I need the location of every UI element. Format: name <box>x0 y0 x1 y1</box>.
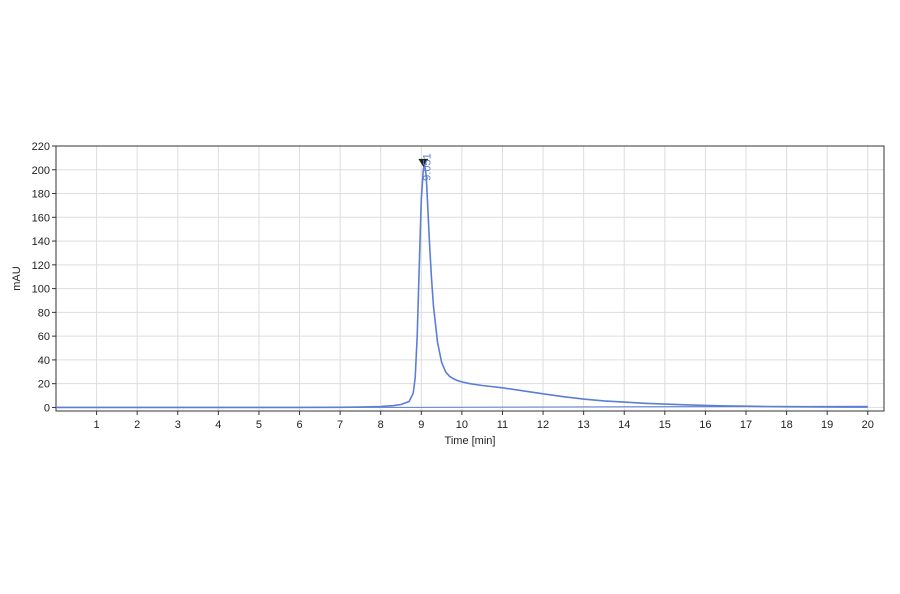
y-tick-label: 140 <box>32 236 50 248</box>
x-tick-label: 2 <box>134 419 140 431</box>
y-tick-label: 200 <box>32 165 50 177</box>
x-tick-label: 5 <box>256 419 262 431</box>
y-tick-label: 120 <box>32 260 50 272</box>
x-tick-label: 17 <box>740 419 752 431</box>
y-tick-label: 220 <box>32 141 50 153</box>
x-tick-label: 20 <box>862 419 874 431</box>
grid <box>56 145 884 411</box>
x-tick-label: 15 <box>659 419 671 431</box>
y-tick-label: 20 <box>38 379 50 391</box>
peak-annotations: 9.051 <box>418 153 433 181</box>
x-tick-label: 8 <box>378 419 384 431</box>
x-tick-label: 16 <box>699 419 711 431</box>
y-tick-label: 180 <box>32 189 50 201</box>
x-tick-label: 18 <box>780 419 792 431</box>
y-axis: 0 20 40 60 80 100 120 140 160 180 200 220 <box>32 141 56 414</box>
x-axis-title: Time [min] <box>445 435 496 447</box>
x-tick-label: 10 <box>456 419 468 431</box>
x-tick-label: 6 <box>296 419 302 431</box>
x-tick-label: 3 <box>175 419 181 431</box>
plot-frame <box>55 145 885 412</box>
x-tick-label: 4 <box>215 419 221 431</box>
x-tick-label: 9 <box>418 419 424 431</box>
x-tick-label: 12 <box>537 419 549 431</box>
peak-marker <box>418 158 429 167</box>
x-tick-label: 7 <box>337 419 343 431</box>
y-tick-label: 0 <box>44 402 50 414</box>
y-tick-label: 80 <box>38 307 50 319</box>
peak-label: 9.051 <box>421 153 433 181</box>
y-tick-label: 160 <box>32 212 50 224</box>
y-tick-label: 60 <box>38 331 50 343</box>
x-tick-label: 11 <box>497 419 508 431</box>
y-axis-title: mAU <box>11 266 23 291</box>
x-tick-label: 1 <box>94 419 100 431</box>
x-tick-label: 13 <box>578 419 590 431</box>
chromatogram-trace <box>56 163 868 409</box>
y-tick-label: 40 <box>38 355 50 367</box>
y-tick-label: 100 <box>32 284 50 296</box>
x-tick-label: 19 <box>821 419 833 431</box>
x-axis: 1 2 3 4 5 6 7 8 9 10 11 12 13 14 15 16 17 18 19 20 <box>94 411 874 431</box>
x-tick-label: 14 <box>618 419 630 431</box>
